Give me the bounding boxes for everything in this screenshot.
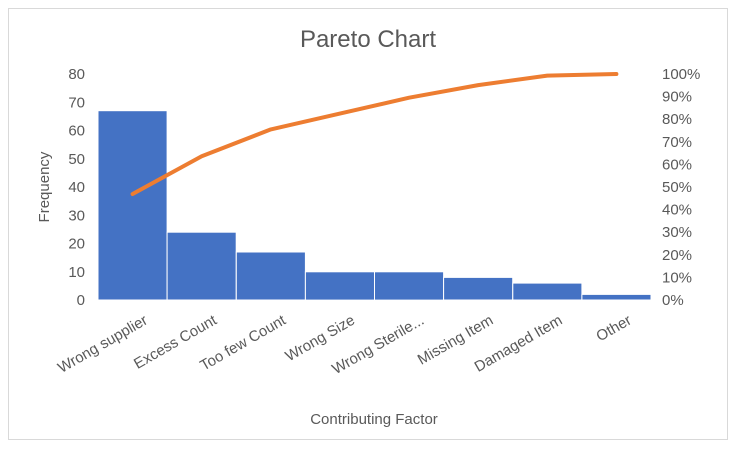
bar-1 [97, 110, 168, 301]
bar-7 [512, 282, 583, 301]
y-tick-label: 30 [68, 207, 85, 224]
bar-2 [166, 231, 237, 301]
y2-tick-label: 90% [662, 89, 692, 106]
x-axis-label: Contributing Factor [310, 411, 438, 428]
y-tick-label: 50 [68, 151, 85, 168]
cumulative-percent-line [130, 72, 619, 196]
y2-tick-label: 50% [662, 179, 692, 196]
chart-title: Pareto Chart [300, 26, 436, 53]
y2-tick-label: 80% [662, 111, 692, 128]
x-tick-label: Other [593, 312, 634, 345]
y-axis-label: Frequency [36, 151, 53, 222]
bar-5 [374, 271, 445, 301]
y2-tick-label: 20% [662, 247, 692, 264]
y2-tick-label: 30% [662, 224, 692, 241]
y2-tick-label: 40% [662, 202, 692, 219]
bar-8 [581, 293, 652, 301]
y-tick-label: 0 [77, 292, 85, 309]
y-tick-label: 60 [68, 123, 85, 140]
y2-tick-label: 10% [662, 269, 692, 286]
y-tick-label: 80 [68, 66, 85, 83]
y2-tick-label: 60% [662, 156, 692, 173]
y-tick-label: 70 [68, 94, 85, 111]
y2-tick-label: 100% [662, 66, 700, 83]
y-tick-label: 40 [68, 179, 85, 196]
y-tick-label: 10 [68, 264, 85, 281]
bar-4 [304, 271, 375, 301]
bar-6 [443, 276, 514, 301]
bar-3 [235, 251, 306, 301]
y2-tick-label: 70% [662, 134, 692, 151]
y-tick-label: 20 [68, 236, 85, 253]
y2-tick-label: 0% [662, 292, 684, 309]
